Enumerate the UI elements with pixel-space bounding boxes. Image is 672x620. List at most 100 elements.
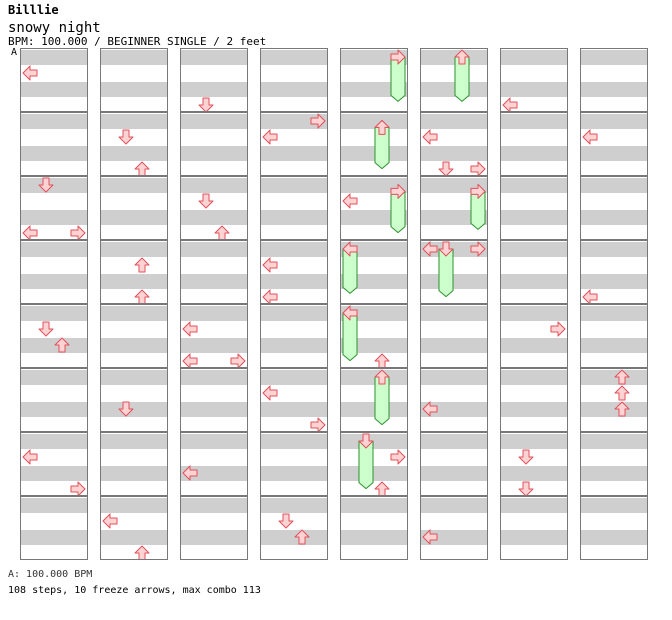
beat-stripe bbox=[341, 466, 407, 481]
beat-stripe bbox=[181, 114, 247, 129]
step-arrow-left-icon bbox=[102, 513, 118, 529]
measure-20 bbox=[260, 176, 328, 240]
measure-arrows bbox=[101, 433, 167, 495]
beat-stripe bbox=[421, 114, 487, 129]
step-arrow-left-icon bbox=[422, 401, 438, 417]
measure-arrows bbox=[181, 369, 247, 431]
beat-stripe bbox=[181, 242, 247, 257]
measure-49 bbox=[20, 432, 88, 496]
measure-32 bbox=[580, 240, 648, 304]
beat-stripe bbox=[421, 50, 487, 65]
measure-arrows bbox=[181, 113, 247, 175]
measure-arrows bbox=[422, 529, 438, 545]
step-arrow-right-icon bbox=[70, 481, 86, 495]
freeze-arrow-head-icon bbox=[358, 433, 374, 449]
measure-45 bbox=[340, 368, 408, 432]
beat-stripe bbox=[501, 82, 567, 97]
measure-arrows bbox=[261, 433, 327, 495]
beat-stripe bbox=[341, 402, 407, 417]
measure-38 bbox=[420, 304, 488, 368]
beat-stripe bbox=[21, 242, 87, 257]
step-arrow-up-icon bbox=[614, 385, 630, 401]
step-arrow-left-icon bbox=[262, 257, 278, 273]
beat-stripe bbox=[21, 50, 87, 65]
measure-arrows bbox=[502, 97, 518, 111]
beat-stripe bbox=[501, 370, 567, 385]
measure-6 bbox=[420, 48, 488, 112]
artist-name: Billlie bbox=[8, 3, 59, 17]
measure-5 bbox=[340, 48, 408, 112]
beat-stripe bbox=[341, 370, 407, 385]
measure-arrows bbox=[470, 183, 486, 231]
measure-arrows bbox=[22, 449, 86, 495]
speed-marker: A bbox=[11, 47, 18, 58]
beat-stripe bbox=[581, 210, 647, 225]
measure-arrows bbox=[21, 369, 87, 431]
beat-stripe bbox=[261, 530, 327, 545]
step-arrow-right-icon bbox=[310, 113, 326, 129]
beat-stripe bbox=[501, 530, 567, 545]
beat-stripe bbox=[21, 402, 87, 417]
measure-57 bbox=[20, 496, 88, 560]
measure-arrows bbox=[501, 497, 567, 559]
beat-stripe bbox=[421, 434, 487, 449]
measure-35 bbox=[180, 304, 248, 368]
beat-stripe bbox=[261, 242, 327, 257]
measure-21 bbox=[340, 176, 408, 240]
chart-info: BPM: 100.000 / BEGINNER SINGLE / 2 feet bbox=[8, 35, 267, 48]
beat-stripe bbox=[101, 114, 167, 129]
measure-arrows bbox=[518, 449, 534, 495]
measure-4 bbox=[260, 48, 328, 112]
step-arrow-down-icon bbox=[518, 481, 534, 495]
measure-40 bbox=[580, 304, 648, 368]
step-arrow-left-icon bbox=[262, 129, 278, 145]
measure-3 bbox=[180, 48, 248, 112]
measure-36 bbox=[260, 304, 328, 368]
beat-stripe bbox=[21, 114, 87, 129]
measure-arrows bbox=[101, 49, 167, 111]
beat-stripe bbox=[501, 114, 567, 129]
step-arrow-down-icon bbox=[118, 129, 134, 145]
measure-arrows bbox=[181, 497, 247, 559]
beat-stripe bbox=[421, 338, 487, 353]
beat-stripe bbox=[21, 146, 87, 161]
beat-stripe bbox=[101, 434, 167, 449]
measure-arrows bbox=[422, 241, 486, 298]
measure-arrows bbox=[21, 497, 87, 559]
freeze-arrow-head-icon bbox=[454, 49, 470, 65]
beat-stripe bbox=[341, 530, 407, 545]
beat-stripe bbox=[21, 274, 87, 289]
measure-31 bbox=[500, 240, 568, 304]
measure-arrows bbox=[101, 305, 167, 367]
beat-stripe bbox=[501, 306, 567, 321]
measure-22 bbox=[420, 176, 488, 240]
measure-arrows bbox=[102, 513, 150, 559]
beat-stripe bbox=[421, 146, 487, 161]
measure-arrows bbox=[421, 433, 487, 495]
measure-arrows bbox=[422, 129, 486, 175]
beat-stripe bbox=[261, 338, 327, 353]
measure-56 bbox=[580, 432, 648, 496]
freeze-arrow-head-icon bbox=[390, 49, 406, 65]
measure-arrows bbox=[181, 241, 247, 303]
measure-1 bbox=[20, 48, 88, 112]
measure-arrows bbox=[582, 129, 598, 145]
measure-arrows bbox=[182, 465, 198, 481]
measure-14 bbox=[420, 112, 488, 176]
step-arrow-left-icon bbox=[422, 241, 438, 257]
measure-55 bbox=[500, 432, 568, 496]
beat-stripe bbox=[21, 370, 87, 385]
freeze-arrow-head-icon bbox=[390, 183, 406, 199]
beat-stripe bbox=[21, 178, 87, 193]
beat-stripe bbox=[421, 242, 487, 257]
measure-62 bbox=[420, 496, 488, 560]
measure-arrows bbox=[118, 401, 134, 417]
beat-stripe bbox=[101, 466, 167, 481]
step-arrow-up-icon bbox=[374, 353, 390, 367]
beat-stripe bbox=[261, 402, 327, 417]
measure-arrows bbox=[374, 119, 390, 170]
beat-stripe bbox=[21, 530, 87, 545]
measure-arrows bbox=[501, 369, 567, 431]
step-arrow-right-icon bbox=[550, 321, 566, 337]
